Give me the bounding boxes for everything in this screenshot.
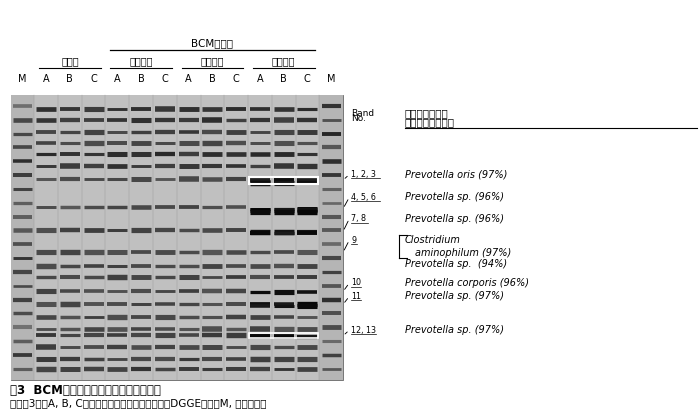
Text: B: B	[280, 74, 287, 84]
Bar	[272, 94, 295, 380]
Bar	[295, 94, 319, 380]
Text: BCM投与区: BCM投与区	[191, 38, 233, 48]
Text: aminophilum (97%): aminophilum (97%)	[415, 248, 511, 258]
Bar	[249, 333, 318, 338]
Bar	[106, 94, 130, 380]
Text: C: C	[90, 74, 97, 84]
Text: 7, 8: 7, 8	[351, 214, 366, 223]
Bar	[130, 94, 153, 380]
Text: A: A	[43, 74, 50, 84]
Bar	[319, 94, 343, 380]
Bar	[10, 94, 34, 380]
Bar	[224, 94, 248, 380]
Text: 高濃度区: 高濃度区	[272, 56, 295, 66]
Text: C: C	[304, 74, 311, 84]
Bar	[153, 94, 176, 380]
Text: 対照区: 対照区	[61, 56, 78, 66]
Text: 低濃度区: 低濃度区	[130, 56, 153, 66]
Text: M: M	[327, 74, 335, 84]
Text: B: B	[209, 74, 216, 84]
Text: 10: 10	[351, 278, 361, 288]
Text: Prevotella sp. (97%): Prevotella sp. (97%)	[405, 291, 503, 302]
Text: 1, 2, 3: 1, 2, 3	[351, 170, 377, 179]
Text: 中濃度区: 中濃度区	[201, 56, 224, 66]
Text: Prevotella corporis (96%): Prevotella corporis (96%)	[405, 278, 528, 288]
Text: B: B	[138, 74, 144, 84]
Bar	[82, 94, 106, 380]
Text: Prevotella oris (97%): Prevotella oris (97%)	[405, 169, 507, 179]
Text: Prevotella sp. (97%): Prevotella sp. (97%)	[405, 325, 503, 335]
Bar	[176, 94, 200, 380]
Text: A: A	[186, 74, 192, 84]
Text: A: A	[114, 74, 120, 84]
Text: 11: 11	[351, 292, 361, 301]
Text: Prevotella sp. (96%): Prevotella sp. (96%)	[405, 214, 503, 224]
Text: 9: 9	[351, 236, 356, 245]
Text: B: B	[66, 74, 74, 84]
Text: 4, 5, 6: 4, 5, 6	[351, 193, 377, 202]
Bar	[249, 177, 318, 184]
Bar	[34, 94, 58, 380]
Text: C: C	[162, 74, 168, 84]
Bar	[248, 94, 272, 380]
Bar	[200, 94, 224, 380]
Text: C: C	[232, 74, 239, 84]
Text: 12, 13: 12, 13	[351, 326, 377, 335]
Bar	[10, 94, 343, 380]
Bar	[58, 94, 82, 380]
Text: Clostridium: Clostridium	[405, 235, 461, 245]
Text: No.: No.	[351, 114, 366, 123]
Text: M: M	[18, 74, 27, 84]
Text: 推定される菌種: 推定される菌種	[405, 108, 448, 118]
Text: A: A	[257, 74, 263, 84]
Text: 図3  BCMによるルーメン微生物叢の変化: 図3 BCMによるルーメン微生物叢の変化	[10, 384, 162, 397]
Text: （ヤギ3頭（A, B, C）から採取したルーメン試料のDGGE解析。M, マーカー）: （ヤギ3頭（A, B, C）から採取したルーメン試料のDGGE解析。M, マーカ…	[10, 398, 267, 408]
Text: Prevotella sp. (96%): Prevotella sp. (96%)	[405, 192, 503, 202]
Text: Prevotella sp.  (94%): Prevotella sp. (94%)	[405, 260, 507, 270]
Text: （相同性（％））: （相同性（％））	[405, 117, 454, 127]
Text: Band: Band	[351, 109, 374, 118]
